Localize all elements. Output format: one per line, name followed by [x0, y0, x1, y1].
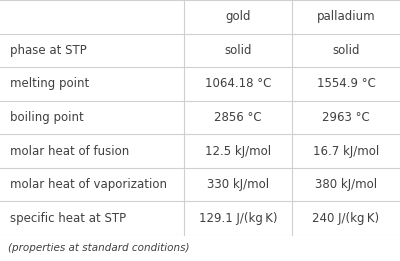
Text: solid: solid [332, 44, 360, 57]
Text: 330 kJ/mol: 330 kJ/mol [207, 178, 269, 191]
Text: 240 J/(kg K): 240 J/(kg K) [312, 212, 380, 225]
Text: phase at STP: phase at STP [10, 44, 87, 57]
Text: 1064.18 °C: 1064.18 °C [205, 78, 271, 90]
Text: specific heat at STP: specific heat at STP [10, 212, 126, 225]
Text: boiling point: boiling point [10, 111, 84, 124]
Text: 12.5 kJ/mol: 12.5 kJ/mol [205, 145, 271, 157]
Text: (properties at standard conditions): (properties at standard conditions) [8, 243, 190, 253]
Text: 380 kJ/mol: 380 kJ/mol [315, 178, 377, 191]
Text: melting point: melting point [10, 78, 89, 90]
Text: 129.1 J/(kg K): 129.1 J/(kg K) [199, 212, 277, 225]
Text: gold: gold [225, 10, 251, 23]
Text: solid: solid [224, 44, 252, 57]
Text: palladium: palladium [317, 10, 375, 23]
Text: molar heat of vaporization: molar heat of vaporization [10, 178, 167, 191]
Text: 2963 °C: 2963 °C [322, 111, 370, 124]
Text: 1554.9 °C: 1554.9 °C [316, 78, 376, 90]
Text: molar heat of fusion: molar heat of fusion [10, 145, 129, 157]
Text: 16.7 kJ/mol: 16.7 kJ/mol [313, 145, 379, 157]
Text: 2856 °C: 2856 °C [214, 111, 262, 124]
